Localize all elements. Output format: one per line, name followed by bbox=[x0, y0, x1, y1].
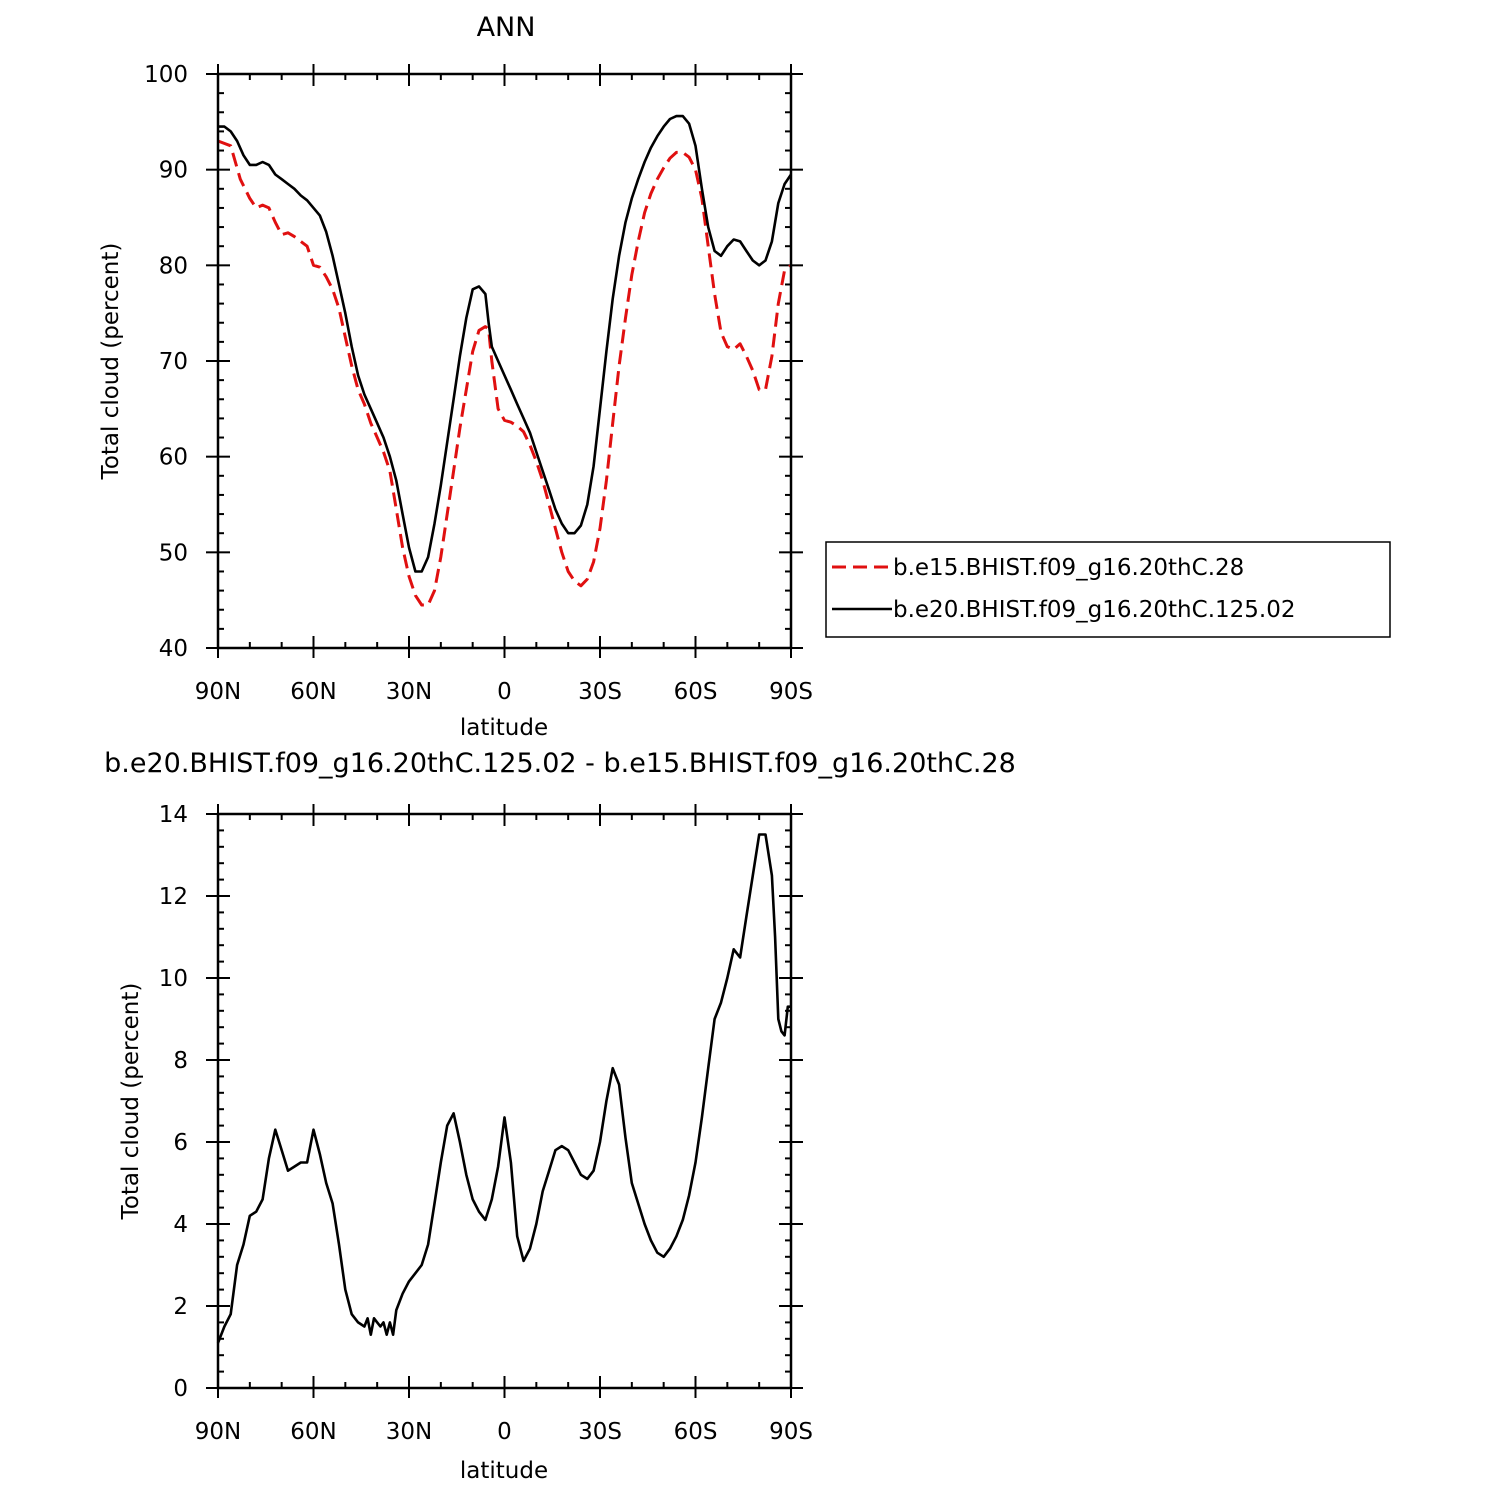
top-y-tick-label: 60 bbox=[159, 445, 188, 471]
bottom-x-tick-labels: 90N 60N 30N 0 30S 60S 90S bbox=[195, 1419, 813, 1445]
bottom-x-tick-label: 60S bbox=[674, 1419, 718, 1445]
legend-label-series-1: b.e15.BHIST.f09_g16.20thC.28 bbox=[893, 555, 1244, 581]
top-y-tick-labels: 40 50 60 70 80 90 100 bbox=[144, 62, 188, 662]
top-series-line-1 bbox=[217, 139, 792, 607]
bottom-y-tick-label: 2 bbox=[173, 1294, 188, 1320]
bottom-y-axis-label: Total cloud (percent) bbox=[118, 983, 144, 1221]
top-y-tick-label: 50 bbox=[159, 540, 188, 566]
bottom-x-tick-label: 30S bbox=[578, 1419, 622, 1445]
top-y-tick-label: 70 bbox=[159, 349, 188, 375]
top-x-tick-label: 30N bbox=[386, 679, 432, 705]
top-y-tick-label: 80 bbox=[159, 253, 188, 279]
bottom-x-axis-label: latitude bbox=[460, 1458, 548, 1484]
legend: b.e15.BHIST.f09_g16.20thC.28 b.e20.BHIST… bbox=[825, 541, 1391, 638]
bottom-x-tick-label: 30N bbox=[386, 1419, 432, 1445]
top-y-tick-label: 40 bbox=[159, 636, 188, 662]
top-x-tick-label: 30S bbox=[578, 679, 622, 705]
top-x-tick-label: 90N bbox=[195, 679, 241, 705]
bottom-y-tick-label: 4 bbox=[173, 1212, 188, 1238]
bottom-series-line-1 bbox=[216, 833, 791, 1344]
top-y-axis-label: Total cloud (percent) bbox=[98, 243, 124, 481]
top-x-tick-label: 60S bbox=[674, 679, 718, 705]
top-series-line-2 bbox=[218, 114, 793, 573]
top-chart-title: ANN bbox=[477, 12, 536, 43]
bottom-x-tick-label: 90S bbox=[769, 1419, 813, 1445]
bottom-chart-title: b.e20.BHIST.f09_g16.20thC.125.02 - b.e15… bbox=[104, 748, 1016, 779]
top-plot-frame bbox=[216, 72, 793, 650]
top-x-tick-label: 90S bbox=[769, 679, 813, 705]
top-panel: ANN 90N 60N 30N 0 30S 60S 90S 405060708090100 … bbox=[98, 12, 813, 741]
top-y-tick-label: 100 bbox=[144, 62, 188, 88]
bottom-plot-frame bbox=[216, 812, 793, 1390]
bottom-panel: b.e20.BHIST.f09_g16.20thC.125.02 - b.e15… bbox=[104, 748, 1016, 1484]
bottom-y-tick-label: 14 bbox=[159, 802, 188, 828]
top-x-axis-label: latitude bbox=[460, 715, 548, 741]
top-x-tick-label: 0 bbox=[497, 679, 512, 705]
bottom-y-tick-label: 10 bbox=[159, 966, 188, 992]
bottom-y-tick-label: 12 bbox=[159, 884, 188, 910]
top-series-lines bbox=[217, 114, 793, 607]
top-x-tick-label: 60N bbox=[290, 679, 336, 705]
bottom-y-tick-label: 0 bbox=[173, 1376, 188, 1402]
bottom-y-tick-labels: 0 2 4 6 8 10 12 14 bbox=[159, 802, 188, 1402]
legend-label-series-2: b.e20.BHIST.f09_g16.20thC.125.02 bbox=[893, 597, 1295, 623]
bottom-y-tick-label: 8 bbox=[173, 1048, 188, 1074]
top-y-tick-label: 90 bbox=[159, 158, 188, 184]
legend-box bbox=[825, 541, 1391, 638]
top-x-tick-labels: 90N 60N 30N 0 30S 60S 90S bbox=[195, 679, 813, 705]
bottom-series-lines bbox=[216, 833, 791, 1344]
bottom-y-tick-label: 6 bbox=[173, 1130, 188, 1156]
bottom-x-tick-label: 90N bbox=[195, 1419, 241, 1445]
bottom-x-tick-label: 60N bbox=[290, 1419, 336, 1445]
bottom-x-tick-label: 0 bbox=[497, 1419, 512, 1445]
